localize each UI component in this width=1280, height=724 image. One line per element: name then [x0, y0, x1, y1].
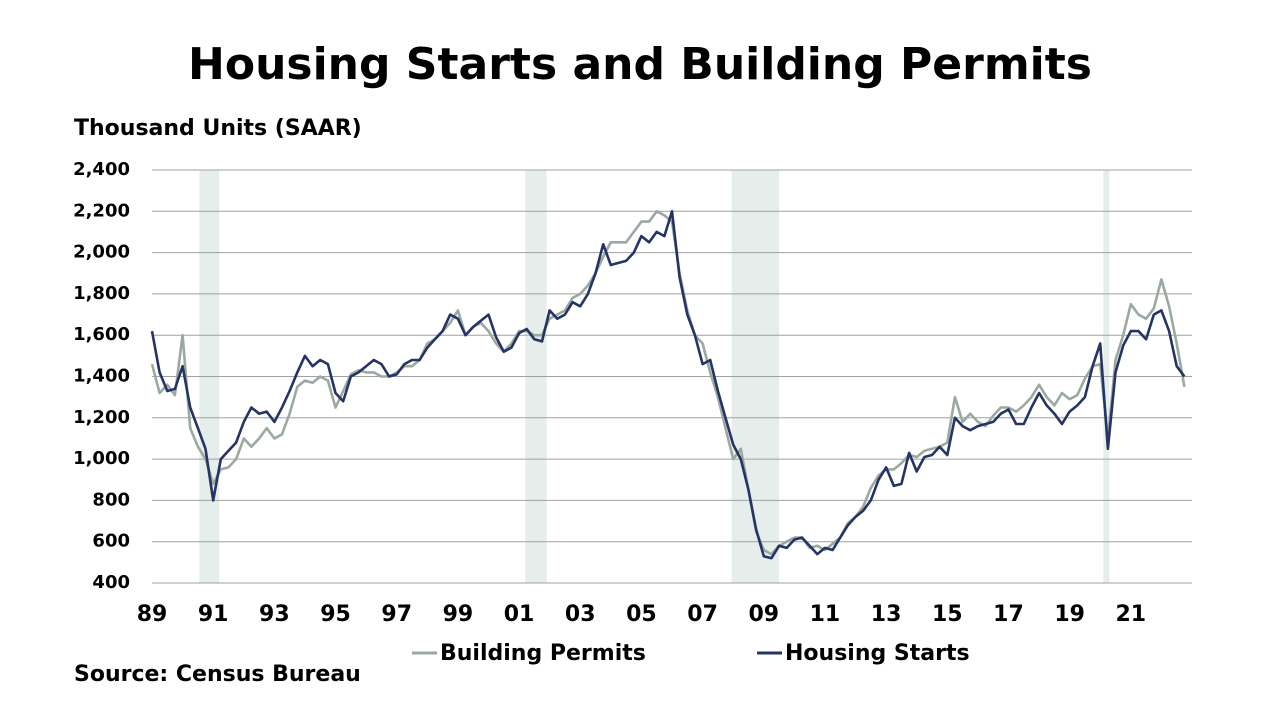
chart-title: Housing Starts and Building Permits — [188, 39, 1092, 90]
legend-label: Housing Starts — [785, 641, 970, 666]
y-tick-label: 2,200 — [73, 200, 130, 221]
y-tick-label: 1,400 — [73, 366, 130, 387]
series-line — [150, 210, 1186, 560]
x-tick-label: 89 — [137, 602, 168, 627]
x-tick-label: 09 — [748, 602, 779, 627]
y-tick-label: 1,600 — [73, 324, 130, 345]
x-tick-label: 03 — [565, 602, 596, 627]
x-tick-label: 17 — [993, 602, 1024, 627]
x-tick-label: 99 — [443, 602, 474, 627]
y-tick-label: 2,400 — [73, 159, 130, 180]
x-tick-label: 15 — [932, 602, 963, 627]
x-tick-label: 13 — [871, 602, 902, 627]
y-tick-label: 1,000 — [73, 448, 130, 469]
legend-label: Building Permits — [440, 641, 646, 666]
x-tick-label: 05 — [626, 602, 657, 627]
y-axis-label: Thousand Units (SAAR) — [74, 116, 362, 141]
x-tick-label: 07 — [687, 602, 718, 627]
source: Source: Census Bureau — [74, 662, 361, 687]
x-tick-label: 11 — [810, 602, 841, 627]
y-tick-label: 400 — [92, 572, 130, 593]
y-tick-label: 1,200 — [73, 407, 130, 428]
x-tick-label: 21 — [1116, 602, 1147, 627]
x-tick-label: 91 — [198, 602, 229, 627]
y-tick-label: 800 — [92, 489, 130, 510]
x-tick-label: 97 — [381, 602, 412, 627]
x-tick-label: 01 — [504, 602, 535, 627]
y-tick-label: 2,000 — [73, 242, 130, 263]
series-line — [150, 210, 1186, 556]
x-tick-label: 93 — [259, 602, 290, 627]
x-tick-label: 95 — [320, 602, 351, 627]
y-tick-label: 1,800 — [73, 283, 130, 304]
x-tick-label: 19 — [1054, 602, 1085, 627]
y-tick-label: 600 — [92, 531, 130, 552]
